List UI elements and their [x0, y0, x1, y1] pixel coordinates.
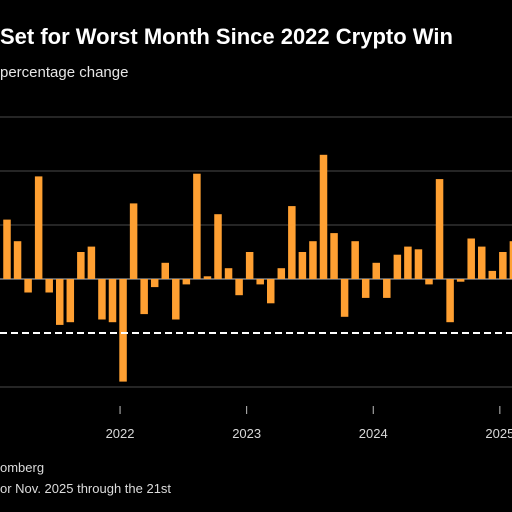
bar — [203, 276, 212, 279]
note-text: or Nov. 2025 through the 21st — [0, 481, 172, 496]
bar — [66, 279, 75, 323]
bar — [509, 241, 512, 279]
bar — [224, 268, 233, 279]
bar — [256, 279, 264, 285]
bar — [309, 241, 317, 279]
bar — [467, 238, 475, 279]
bar — [129, 203, 138, 279]
bar — [245, 252, 254, 279]
bar — [393, 254, 402, 279]
bar — [404, 246, 412, 279]
bar — [319, 154, 328, 279]
bar — [383, 279, 391, 298]
bar — [24, 279, 32, 293]
bar — [288, 206, 296, 279]
bar — [108, 279, 117, 323]
bar — [119, 279, 127, 382]
bar — [414, 249, 423, 279]
bar — [330, 233, 338, 279]
bar — [435, 179, 444, 279]
x-tick-label: 2023 — [232, 426, 261, 441]
bar — [56, 279, 64, 325]
bar — [87, 246, 96, 279]
bars — [3, 154, 512, 382]
bar — [351, 241, 359, 279]
source-text: omberg — [0, 460, 45, 475]
bar — [172, 279, 180, 320]
bar — [77, 252, 85, 279]
bar — [3, 219, 11, 279]
x-tick-label: 2024 — [359, 426, 388, 441]
bar — [446, 279, 454, 323]
bar — [267, 279, 275, 304]
gridlines — [0, 116, 512, 388]
bar — [193, 173, 201, 279]
bar — [488, 270, 497, 279]
bar — [13, 241, 22, 279]
chart-subtitle: percentage change — [0, 64, 129, 81]
bar — [182, 279, 191, 285]
bar — [340, 279, 349, 317]
bar — [361, 279, 370, 298]
chart-title: Set for Worst Month Since 2022 Crypto Wi… — [0, 24, 453, 49]
x-tick-label: 2022 — [106, 426, 135, 441]
bar — [235, 279, 243, 296]
bar — [98, 279, 106, 320]
x-axis: 2022 2023 2024 2025 — [106, 406, 512, 441]
bar — [140, 279, 148, 315]
bar — [161, 262, 169, 279]
bar — [150, 279, 159, 288]
bar — [425, 279, 433, 285]
bar — [34, 176, 43, 279]
bar — [45, 279, 53, 293]
bar — [499, 252, 507, 279]
bar — [277, 268, 286, 279]
x-tick-label: 2025 — [485, 426, 512, 441]
bar — [372, 262, 380, 279]
bar — [298, 252, 307, 279]
bar — [214, 214, 222, 279]
bar — [456, 279, 465, 282]
bar — [478, 246, 486, 279]
